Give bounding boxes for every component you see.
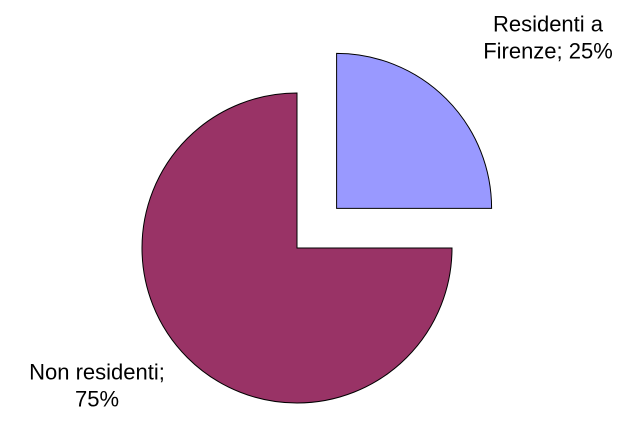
pie-slice-1 xyxy=(336,52,493,209)
slice-label-2-line-2: 75% xyxy=(75,387,119,412)
slice-label-2-line-1: Non residenti; xyxy=(29,360,165,385)
slice-label-1-line-1: Residenti a xyxy=(493,12,604,37)
pie-slice-2 xyxy=(141,92,453,404)
slice-label-1: Residenti a Firenze; 25% xyxy=(483,12,613,64)
slice-label-2: Non residenti; 75% xyxy=(29,360,165,412)
slice-labels: Residenti a Firenze; 25% Non residenti; 75% xyxy=(29,12,613,412)
pie-slices xyxy=(141,52,493,404)
slice-label-1-line-2: Firenze; 25% xyxy=(483,39,613,64)
